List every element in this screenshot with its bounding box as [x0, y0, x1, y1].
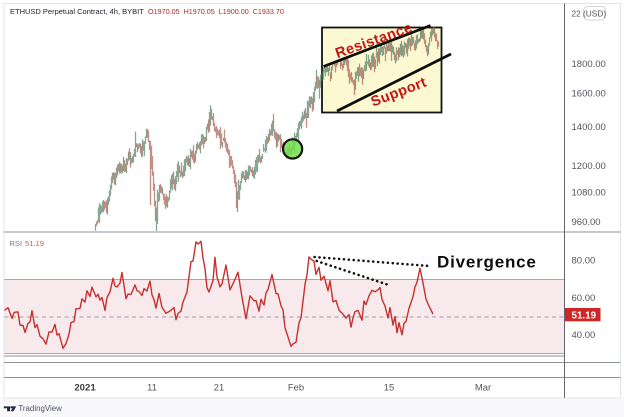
svg-text:O1970.05 H1970.05 L1900.00: O1970.05 H1970.05 L1900.00 C1933.70: [148, 7, 284, 16]
svg-text:Feb: Feb: [288, 381, 304, 392]
svg-text:51.19: 51.19: [25, 239, 44, 248]
svg-text:21: 21: [214, 381, 224, 392]
svg-text:1600.00: 1600.00: [572, 89, 606, 100]
svg-text:2021: 2021: [74, 382, 96, 393]
svg-text:1200.00: 1200.00: [572, 161, 606, 172]
svg-text:RSI: RSI: [9, 239, 22, 248]
svg-text:60.00: 60.00: [572, 293, 596, 304]
svg-text:TradingView: TradingView: [18, 404, 62, 413]
svg-text:80.00: 80.00: [572, 256, 596, 267]
svg-text:51.19: 51.19: [572, 310, 597, 321]
svg-text:1080.00: 1080.00: [572, 188, 606, 199]
svg-text:1800.00: 1800.00: [572, 59, 606, 70]
svg-text:ETHUSD Perpetual Contract, 4h,: ETHUSD Perpetual Contract, 4h, BYBIT: [10, 7, 144, 16]
svg-text:960.00: 960.00: [572, 217, 601, 228]
svg-text:15: 15: [384, 381, 394, 392]
svg-text:11: 11: [147, 381, 157, 392]
svg-text:40.00: 40.00: [572, 330, 596, 341]
svg-text:Divergence: Divergence: [437, 253, 537, 272]
svg-text:1400.00: 1400.00: [572, 122, 606, 133]
svg-text:Mar: Mar: [475, 381, 491, 392]
svg-text:22 (USD): 22 (USD): [572, 8, 607, 18]
